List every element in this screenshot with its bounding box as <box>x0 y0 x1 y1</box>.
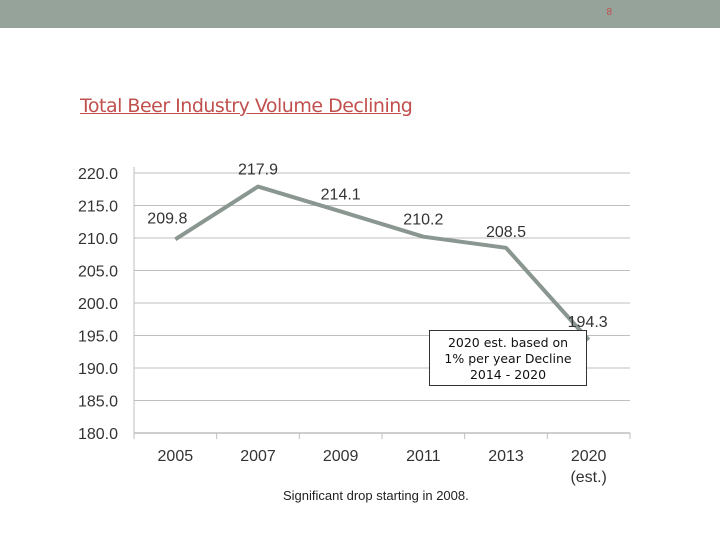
annotation-line: 2014 - 2020 <box>469 367 547 382</box>
data-label: 217.9 <box>238 162 278 179</box>
y-tick-label: 180.0 <box>78 426 118 443</box>
data-label: 209.8 <box>147 210 187 227</box>
slide-number: 8 <box>606 7 612 18</box>
x-tick-label: 2011 <box>406 448 441 465</box>
y-tick-label: 185.0 <box>78 394 118 411</box>
grid-lines <box>133 167 631 439</box>
y-tick-label: 220.0 <box>78 166 118 183</box>
annotation-line: 2020 est. based on <box>447 335 569 350</box>
x-tick-label: 2020 <box>571 448 607 465</box>
data-label: 210.2 <box>403 212 443 229</box>
series-line <box>174 184 591 342</box>
y-tick-label: 195.0 <box>78 329 118 346</box>
x-tick-sublabel: (est.) <box>570 469 606 486</box>
x-tick-label: 2009 <box>323 448 359 465</box>
x-tick-label: 2005 <box>158 448 194 465</box>
y-tick-label: 205.0 <box>78 264 118 281</box>
data-label: 194.3 <box>568 314 608 331</box>
data-labels: 209.8 217.9 214.1 210.2 208.5 194.3 <box>147 162 607 331</box>
y-tick-label: 200.0 <box>78 296 118 313</box>
x-tick-label: 2007 <box>240 448 276 465</box>
top-bar <box>0 0 720 28</box>
series-line-group <box>174 184 591 342</box>
data-label: 214.1 <box>321 186 361 203</box>
annotation-line: 1% per year Decline <box>444 351 572 366</box>
chart-caption: Significant drop starting in 2008. <box>283 488 469 503</box>
y-tick-label: 210.0 <box>78 231 118 248</box>
y-tick-label: 190.0 <box>78 361 118 378</box>
y-tick-label: 215.0 <box>78 199 118 216</box>
data-label: 208.5 <box>486 224 526 241</box>
annotation-box: 2020 est. based on 1% per year Decline 2… <box>429 330 587 386</box>
x-axis-ticks: 2005 2007 2009 2011 2013 2020 (est.) <box>158 448 607 486</box>
slide-title: Total Beer Industry Volume Declining <box>80 95 413 117</box>
y-axis-ticks: 220.0 215.0 210.0 205.0 200.0 195.0 190.0 185.0… <box>78 166 118 443</box>
x-tick-label: 2013 <box>488 448 524 465</box>
